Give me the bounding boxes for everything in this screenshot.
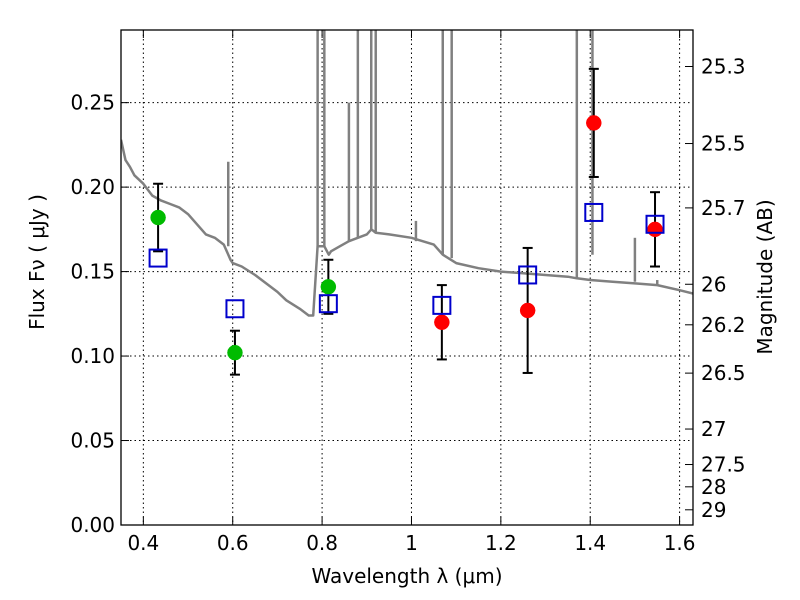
y-tick-label: 0.05: [70, 429, 115, 453]
model-band-square: [148, 248, 168, 268]
x-tick-label: 1.2: [485, 531, 517, 555]
model-spectrum: [121, 30, 693, 317]
y-tick-label: 0.15: [70, 260, 115, 284]
green-data-point: [320, 279, 337, 295]
y2-tick-label: 29: [701, 498, 726, 522]
y2-tick-label: 26.5: [701, 361, 746, 385]
model-spectrum-line: [121, 139, 693, 317]
red-data-point: [647, 221, 663, 238]
tick-labels: 0.4 0.6 0.8 1 1.2 1.4 1.6 0.00 0.05 0.10 0.15 0.20 0…: [70, 54, 745, 555]
y2-tick-label: 26.2: [701, 313, 746, 337]
y2-tick-label: 26: [701, 272, 726, 296]
x-tick-label: 1.4: [574, 531, 606, 555]
y2-tick-label: 25.3: [701, 54, 746, 78]
y2-tick-label: 25.5: [701, 132, 746, 156]
model-band-square: [432, 295, 452, 315]
green-data-point: [227, 344, 243, 361]
red-data-point: [586, 115, 602, 131]
x-tick-label: 0.6: [217, 531, 249, 555]
model-band-square: [225, 299, 245, 319]
x-tick-label: 0.4: [127, 531, 159, 555]
y2-tick-label: 27.5: [701, 453, 746, 477]
green-data-point: [150, 209, 166, 226]
x-tick-label: 1.6: [664, 531, 696, 555]
y2-tick-label: 27: [701, 417, 726, 441]
y2-tick-label: 25.7: [701, 196, 746, 220]
y-tick-label: 0.00: [70, 513, 115, 537]
plot-frame: [120, 29, 694, 526]
y2-axis-label: Magnitude (AB): [753, 199, 777, 354]
grid: [121, 30, 693, 526]
y-axis-label: Flux Fν ( μJy ): [25, 194, 49, 330]
x-tick-label: 1: [405, 531, 418, 555]
model-band-square: [584, 202, 604, 222]
y-tick-label: 0.20: [70, 175, 115, 199]
model-band-square: [318, 294, 338, 314]
model-band-square: [518, 265, 538, 285]
axis-ticks: [121, 30, 693, 526]
x-tick-label: 0.8: [306, 531, 338, 555]
x-axis-label: Wavelength λ (μm): [311, 564, 502, 588]
y-tick-label: 0.10: [70, 344, 115, 368]
y2-tick-label: 28: [701, 475, 726, 499]
model-band-square: [645, 214, 665, 234]
red-data-point: [519, 302, 536, 319]
y-tick-label: 0.25: [70, 91, 115, 115]
red-data-point: [434, 314, 450, 331]
photometry-points: [148, 67, 665, 376]
